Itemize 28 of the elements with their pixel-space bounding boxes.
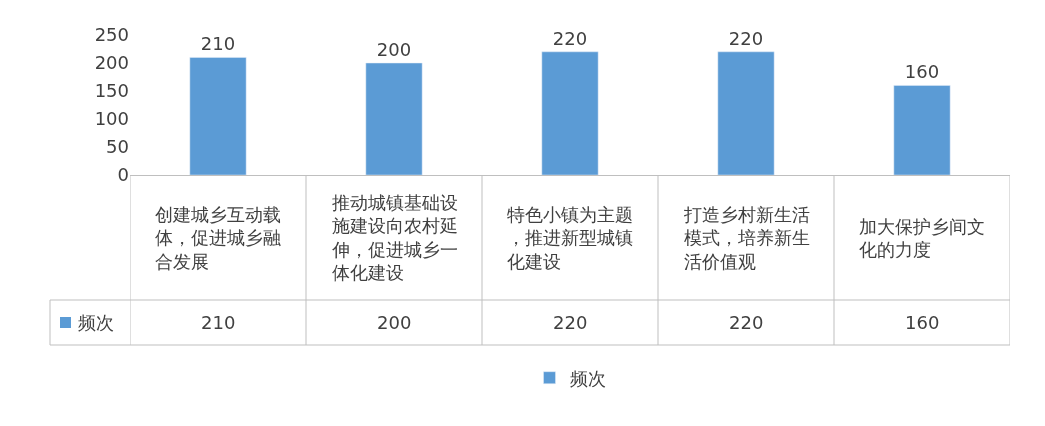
data-label: 200 xyxy=(377,312,412,333)
data-label: 210 xyxy=(201,312,236,333)
text: 频次 xyxy=(569,367,606,389)
y-tick-label: 200 xyxy=(94,52,129,74)
bar xyxy=(717,51,775,175)
x-tick-label: 创建城乡互动载体，促进城乡融合发展 xyxy=(155,204,281,272)
legend-label: 频次 xyxy=(78,312,114,333)
bar xyxy=(893,85,951,175)
x-tick-label: 特色小镇为主题，推进新型城镇化建设 xyxy=(507,204,633,272)
bar xyxy=(541,51,599,175)
x-tick-label: 打造乡村新生活模式，培养新生活价值观 xyxy=(683,204,810,272)
data-label: 220 xyxy=(553,312,588,333)
text: 160 xyxy=(904,61,940,83)
text: 210 xyxy=(200,33,236,55)
data-label: 220 xyxy=(729,312,764,333)
y-tick-label: 0 xyxy=(117,164,129,186)
text: 220 xyxy=(552,27,588,49)
bar xyxy=(189,57,247,175)
x-tick-label: 推动城镇基础设施建设向农村延伸，促进城乡一体化建设 xyxy=(331,192,458,284)
data-label: 160 xyxy=(905,312,940,333)
y-tick-label: 50 xyxy=(106,136,129,158)
x-tick-label: 加大保护乡间文化的力度 xyxy=(859,216,985,261)
text: 200 xyxy=(376,39,412,60)
y-tick-label: 250 xyxy=(94,24,129,46)
y-tick-label: 100 xyxy=(94,108,129,130)
bar xyxy=(365,62,423,175)
y-tick-label: 150 xyxy=(94,80,129,102)
text: 220 xyxy=(728,27,764,49)
